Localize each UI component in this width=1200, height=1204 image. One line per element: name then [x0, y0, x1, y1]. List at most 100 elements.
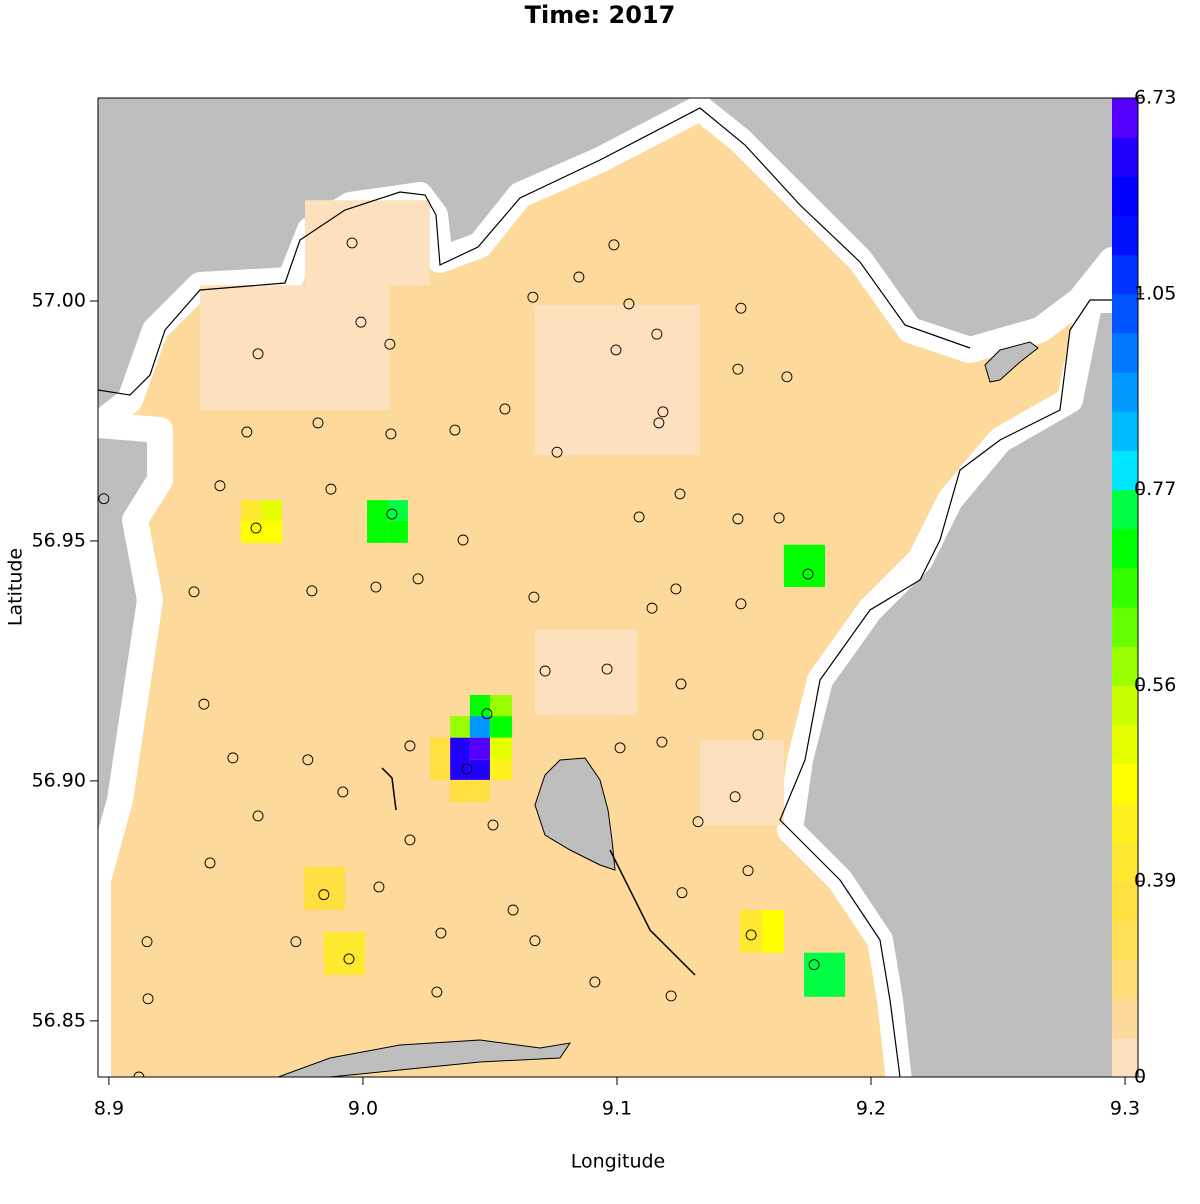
station — [633, 511, 645, 523]
station — [528, 591, 540, 603]
colorbar-segment — [1112, 646, 1138, 686]
station — [227, 752, 239, 764]
station — [614, 742, 626, 754]
station — [675, 678, 687, 690]
colorbar-tick-label: 1.05 — [1134, 282, 1176, 304]
station — [204, 857, 216, 869]
station — [252, 810, 264, 822]
x-tick-label: 9.3 — [1110, 1098, 1140, 1120]
station — [435, 927, 447, 939]
plot-frame — [97, 97, 1139, 1078]
station — [589, 976, 601, 988]
raster-cell — [387, 520, 408, 543]
y-axis-label: Latitude — [5, 548, 27, 626]
station — [732, 363, 744, 375]
colorbar-segment — [1112, 98, 1138, 138]
station — [653, 417, 665, 429]
station — [773, 512, 785, 524]
colorbar-segment — [1112, 450, 1138, 491]
station — [527, 291, 539, 303]
colorbar-segment — [1112, 372, 1138, 412]
raster-cell — [261, 520, 282, 543]
station — [404, 740, 416, 752]
raster-cell — [261, 500, 282, 521]
raster-cell — [450, 716, 470, 738]
station — [656, 736, 668, 748]
station — [325, 483, 337, 495]
colorbar-segment — [1112, 567, 1138, 608]
colorbar-segment — [1112, 1037, 1138, 1078]
colorbar-tick-label: 0.39 — [1134, 870, 1176, 892]
y-tick-label: 56.95 — [32, 529, 86, 551]
station — [250, 522, 262, 534]
station — [802, 568, 814, 580]
colorbar-tick-label: 0.56 — [1134, 674, 1176, 696]
colorbar-segment — [1112, 293, 1138, 334]
colorbar-segment — [1112, 411, 1138, 451]
colorbar-segment — [1112, 489, 1138, 530]
station — [676, 887, 688, 899]
colorbar-segment — [1112, 959, 1138, 1000]
colorbar-segment — [1112, 332, 1138, 373]
station — [499, 403, 511, 415]
station — [646, 602, 658, 614]
station — [674, 488, 686, 500]
raster-cell — [783, 544, 826, 588]
coastline — [98, 107, 971, 396]
colorbar-segment — [1112, 881, 1138, 921]
station — [337, 786, 349, 798]
y-tick-label: 56.90 — [32, 769, 86, 791]
station — [318, 889, 330, 901]
raster-cell — [700, 740, 784, 826]
station — [670, 583, 682, 595]
station — [610, 344, 622, 356]
station — [449, 424, 461, 436]
raster-cell — [489, 716, 513, 738]
colorbar-segment — [1112, 763, 1138, 804]
raster-cell — [469, 759, 490, 780]
station — [742, 865, 754, 877]
station — [346, 237, 358, 249]
colorbar-segment — [1112, 137, 1138, 177]
colorbar-segment — [1112, 842, 1138, 882]
station — [98, 493, 110, 505]
raster-cell — [489, 694, 513, 717]
colorbar-segment — [1112, 607, 1138, 647]
x-tick-label: 8.9 — [94, 1098, 124, 1120]
station — [370, 581, 382, 593]
station — [573, 271, 585, 283]
station — [735, 598, 747, 610]
station — [141, 936, 153, 948]
x-tick-label: 9.1 — [602, 1098, 632, 1120]
colorbar-tick-label: 0 — [1134, 1066, 1146, 1088]
station — [384, 338, 396, 350]
station — [133, 1071, 145, 1077]
raster-cell — [241, 520, 262, 543]
coastline — [779, 299, 1112, 1077]
colorbar-segment — [1112, 724, 1138, 765]
raster-cell — [803, 952, 846, 997]
station — [601, 663, 613, 675]
station — [373, 881, 385, 893]
station — [623, 298, 635, 310]
raster-cell — [534, 629, 638, 715]
raster-cell — [199, 285, 390, 410]
station — [732, 513, 744, 525]
station — [188, 586, 200, 598]
station — [487, 819, 499, 831]
station — [343, 953, 355, 965]
station — [431, 986, 443, 998]
station — [312, 417, 324, 429]
x-axis-label: Longitude — [571, 1151, 666, 1173]
station — [404, 834, 416, 846]
colorbar-segment — [1112, 685, 1138, 726]
station — [651, 328, 663, 340]
station — [735, 302, 747, 314]
colorbar-tick-label: 0.77 — [1134, 478, 1176, 500]
colorbar-segment — [1112, 920, 1138, 961]
station — [529, 935, 541, 947]
station — [142, 993, 154, 1005]
colorbar-segment — [1112, 215, 1138, 256]
station — [539, 665, 551, 677]
